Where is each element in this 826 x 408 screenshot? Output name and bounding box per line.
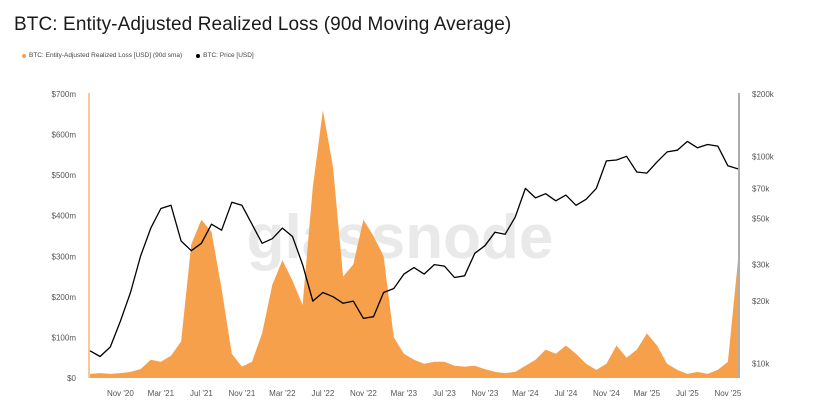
x-tick-label: Nov '22 — [350, 389, 377, 398]
x-tick-label: Jul '21 — [190, 389, 213, 398]
y-right-tick-label: $200k — [752, 90, 775, 99]
y-left-tick-label: $600m — [52, 131, 77, 140]
legend-label-price: BTC: Price [USD] — [203, 52, 254, 59]
y-left-tick-label: $300m — [52, 252, 77, 261]
legend-item-loss[interactable]: BTC: Entity-Adjusted Realized Loss [USD]… — [22, 52, 182, 59]
x-tick-label: Jul '25 — [676, 389, 699, 398]
y-right-tick-label: $10k — [752, 359, 770, 368]
x-tick-label: Nov '21 — [228, 389, 255, 398]
y-right-tick-label: $50k — [752, 215, 770, 224]
x-tick-label: Mar '25 — [634, 389, 661, 398]
x-tick-label: Nov '23 — [471, 389, 498, 398]
x-tick-label: Jul '24 — [554, 389, 577, 398]
y-right-tick-label: $20k — [752, 297, 770, 306]
chart-title: BTC: Entity-Adjusted Realized Loss (90d … — [14, 14, 512, 35]
x-tick-label: Mar '22 — [269, 389, 296, 398]
legend-dot-price — [196, 53, 201, 58]
y-right-tick-label: $70k — [752, 184, 770, 193]
y-left-tick-label: $200m — [52, 293, 77, 302]
y-right-tick-label: $100k — [752, 152, 775, 161]
x-tick-label: Jul '23 — [433, 389, 456, 398]
x-tick-label: Jul '22 — [311, 389, 334, 398]
y-left-tick-label: $500m — [52, 171, 77, 180]
y-left-tick-label: $100m — [52, 333, 77, 342]
x-tick-label: Mar '21 — [148, 389, 175, 398]
x-tick-label: Nov '25 — [714, 389, 741, 398]
x-tick-label: Mar '23 — [391, 389, 418, 398]
y-left-tick-label: $700m — [52, 90, 77, 99]
watermark: glassnode — [247, 203, 554, 272]
x-tick-label: Nov '24 — [593, 389, 620, 398]
legend-label-loss: BTC: Entity-Adjusted Realized Loss [USD]… — [29, 52, 183, 59]
legend: BTC: Entity-Adjusted Realized Loss [USD]… — [22, 52, 254, 59]
x-tick-label: Mar '24 — [512, 389, 539, 398]
series-price-line — [89, 140, 739, 358]
y-left-tick-label: $400m — [52, 212, 77, 221]
y-left-tick-label: $0 — [67, 374, 76, 383]
y-right-tick-label: $30k — [752, 261, 770, 270]
legend-item-price[interactable]: BTC: Price [USD] — [196, 52, 254, 59]
legend-dot-loss — [22, 53, 26, 58]
x-tick-label: Nov '20 — [107, 389, 134, 398]
